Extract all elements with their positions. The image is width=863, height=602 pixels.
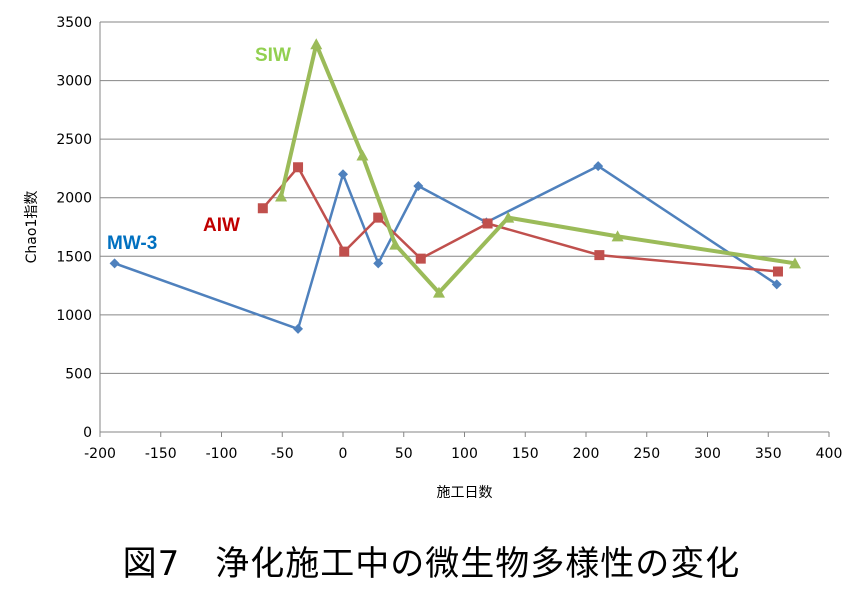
x-tick-label: 100 xyxy=(451,446,478,462)
series-line-aiw xyxy=(261,166,779,273)
x-tick-label: -100 xyxy=(206,446,238,462)
x-tick-label: 50 xyxy=(395,446,413,462)
data-point xyxy=(611,230,624,242)
y-tick-label: 1000 xyxy=(56,308,92,324)
y-tick-label: 500 xyxy=(65,366,92,382)
y-tick-label: 0 xyxy=(83,425,92,441)
data-point xyxy=(594,250,605,261)
y-tick-label: 2000 xyxy=(56,191,92,207)
y-tick-label: 3500 xyxy=(56,15,92,31)
x-tick-label: 400 xyxy=(816,446,843,462)
series-line-mw-3 xyxy=(114,164,778,331)
data-point xyxy=(293,323,304,334)
y-axis-label: Chao1指数 xyxy=(24,191,40,264)
series-line-siw xyxy=(279,42,796,295)
chart-title: 図7 浄化施工中の微生物多様性の変化 xyxy=(122,544,741,584)
y-tick-label: 1500 xyxy=(56,249,92,265)
x-axis-label: 施工日数 xyxy=(437,485,493,501)
data-point xyxy=(389,238,402,250)
data-point xyxy=(482,218,493,229)
data-point xyxy=(415,253,426,264)
data-point xyxy=(788,257,801,269)
data-point xyxy=(257,203,268,214)
data-point xyxy=(338,169,348,180)
x-tick-label: 250 xyxy=(633,446,660,462)
data-point xyxy=(356,149,369,161)
x-tick-label: 350 xyxy=(755,446,782,462)
x-tick-label: -50 xyxy=(271,446,294,462)
y-tick-label: 2500 xyxy=(56,132,92,148)
x-tick-label: 300 xyxy=(694,446,721,462)
data-point xyxy=(310,38,323,50)
data-point xyxy=(502,211,515,223)
x-tick-label: 200 xyxy=(573,446,600,462)
data-point xyxy=(293,162,304,173)
data-point xyxy=(413,181,424,191)
data-point xyxy=(275,190,288,202)
data-point xyxy=(771,279,782,290)
data-point xyxy=(339,246,350,257)
data-point xyxy=(109,258,120,269)
data-point xyxy=(373,212,384,223)
data-point xyxy=(432,286,445,298)
data-point xyxy=(772,266,783,277)
data-point xyxy=(373,258,384,269)
series-label: AIW xyxy=(203,215,240,236)
y-tick-label: 3000 xyxy=(56,74,92,90)
series-label: SIW xyxy=(255,45,291,66)
series-label: MW-3 xyxy=(107,233,157,254)
x-tick-label: 0 xyxy=(339,446,348,462)
x-tick-label: 150 xyxy=(512,446,539,462)
x-tick-label: -150 xyxy=(145,446,177,462)
data-point xyxy=(593,161,604,172)
x-tick-label: -200 xyxy=(84,446,116,462)
